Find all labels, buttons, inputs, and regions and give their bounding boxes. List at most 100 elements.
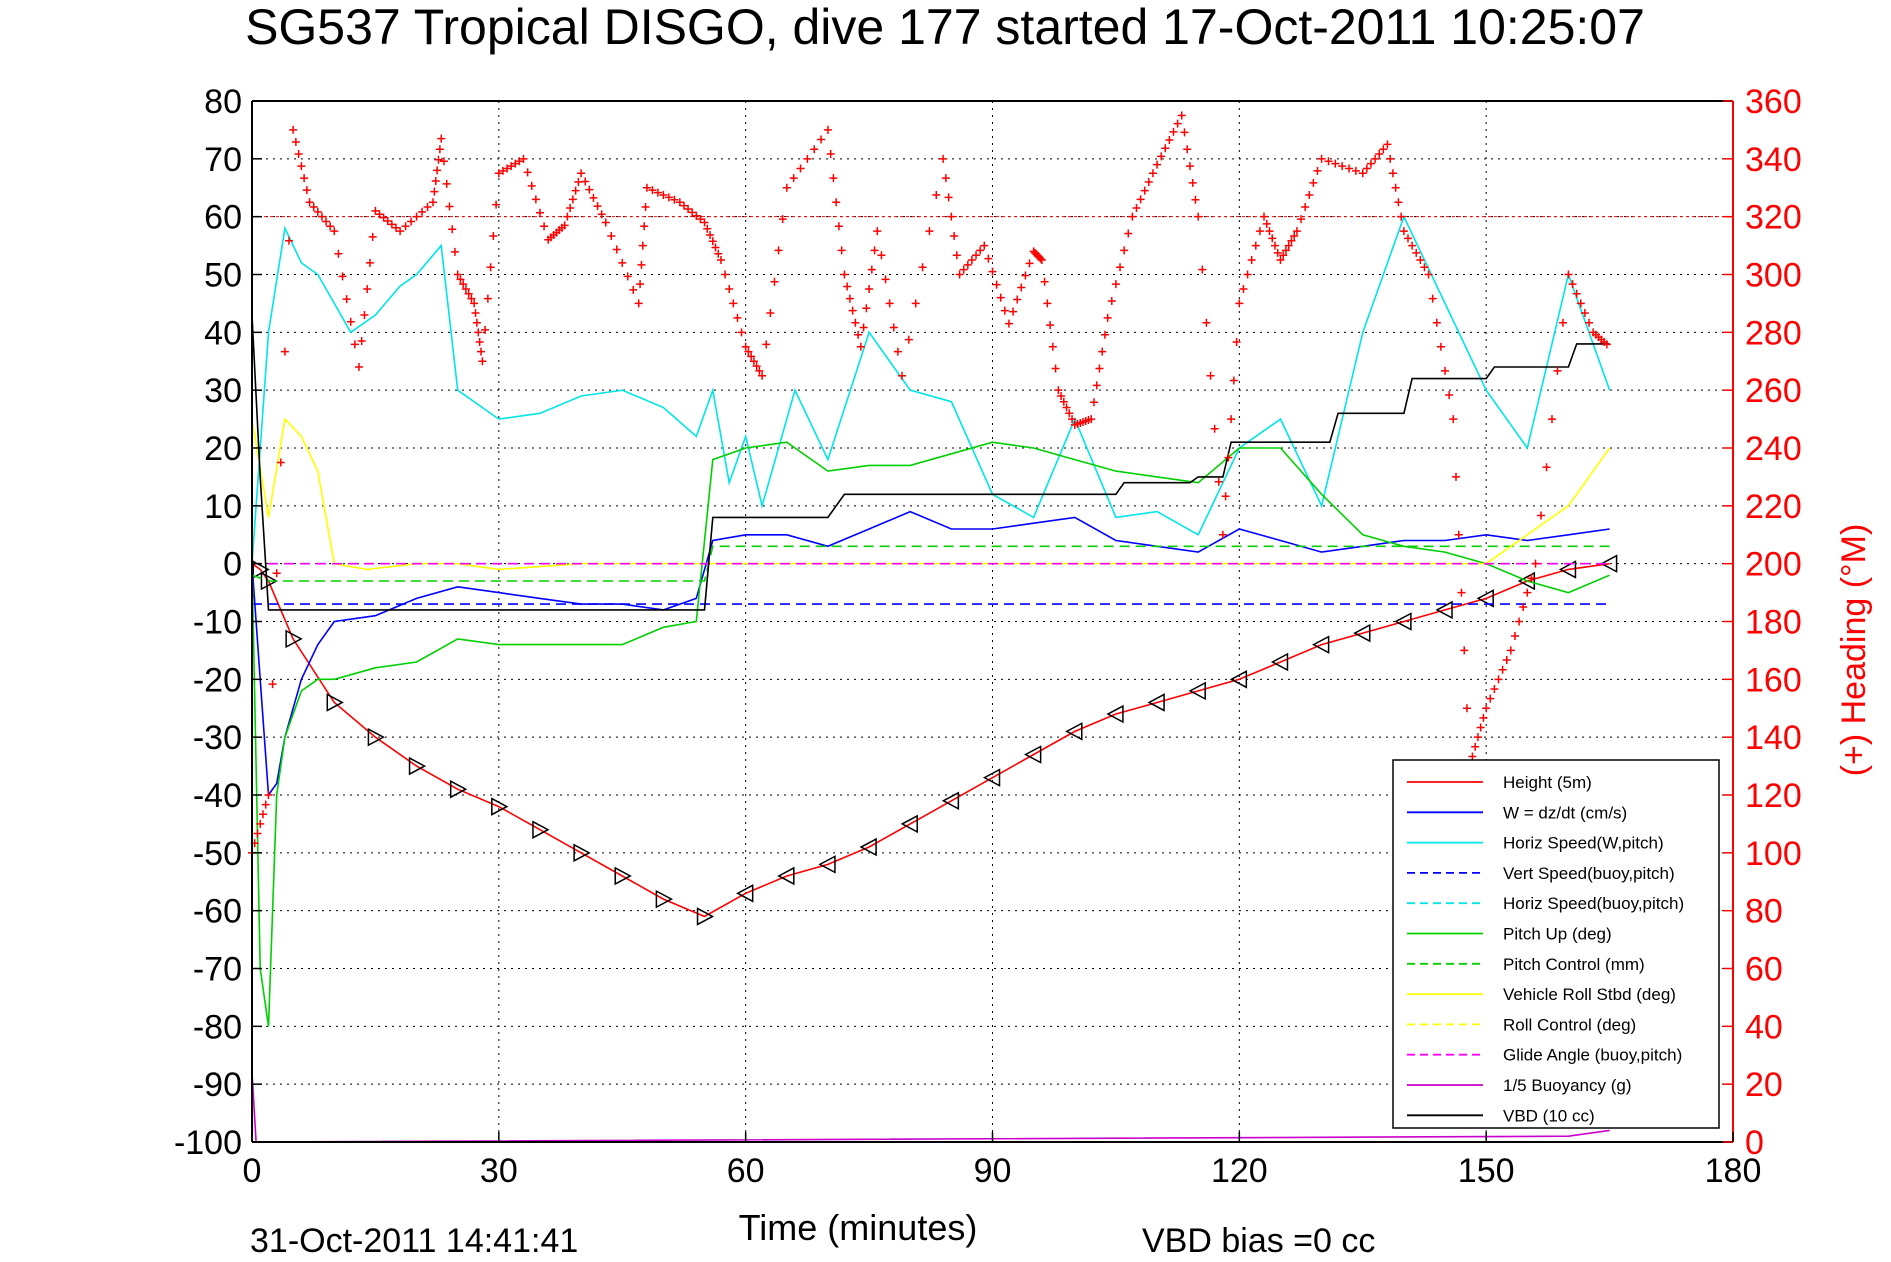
heading-point [305, 198, 314, 207]
heading-point [653, 188, 662, 197]
heading-point [481, 325, 490, 334]
heading-point [1371, 154, 1380, 163]
heading-point [1441, 366, 1450, 375]
legend-item: Vert Speed(buoy,pitch) [1407, 864, 1675, 883]
heading-point [1169, 127, 1178, 136]
heading-point [346, 317, 355, 326]
heading-point [976, 246, 985, 255]
y2-tick-label: 300 [1745, 257, 1802, 295]
heading-point [1309, 178, 1318, 187]
heading-point [770, 277, 779, 286]
heading-point [1523, 588, 1532, 597]
heading-point [941, 174, 950, 183]
heading-point [1092, 381, 1101, 390]
heading-point [593, 202, 602, 211]
heading-point [1239, 284, 1248, 293]
legend-item: Horiz Speed(buoy,pitch) [1407, 894, 1684, 913]
height-marker [367, 727, 386, 747]
height-marker [573, 843, 591, 863]
heading-point [1009, 307, 1018, 316]
heading-point [832, 198, 841, 207]
heading-point [507, 162, 516, 171]
heading-point [1191, 195, 1200, 204]
heading-point [1144, 177, 1153, 186]
y2-tick-label: 360 [1745, 83, 1802, 121]
heading-point [1502, 656, 1511, 665]
heading-point [826, 150, 835, 159]
heading-point [503, 164, 512, 173]
heading-point [401, 222, 410, 231]
heading-point [1214, 477, 1223, 486]
y-tick-label: -70 [193, 951, 242, 989]
heading-point [944, 193, 953, 202]
heading-point [1065, 409, 1074, 418]
heading-point [873, 227, 882, 236]
heading-point [1140, 186, 1149, 195]
height-marker [1394, 612, 1412, 631]
heading-point [1235, 299, 1244, 308]
heading-point [638, 241, 647, 250]
series-line [251, 1072, 1610, 1143]
y-tick-label: 20 [204, 430, 242, 468]
heading-point [1388, 169, 1397, 178]
heading-point [268, 680, 277, 689]
heading-point [696, 215, 705, 224]
heading-point [1527, 574, 1536, 583]
heading-point [1486, 694, 1495, 703]
height-marker [1024, 745, 1042, 764]
heading-point [703, 224, 712, 233]
heading-point [684, 204, 693, 213]
heading-point [711, 243, 720, 252]
heading-point [950, 231, 959, 240]
legend: Height (5m) W = dz/dt (cm/s) Horiz Speed(W… [1392, 759, 1720, 1129]
heading-point [829, 174, 838, 183]
heading-point [843, 282, 852, 291]
height-marker [1312, 635, 1330, 654]
y-tick-label: -20 [193, 661, 242, 699]
heading-point [1324, 157, 1333, 166]
legend-item: Pitch Up (deg) [1407, 925, 1612, 944]
heading-point [471, 309, 480, 318]
heading-point [856, 342, 865, 351]
heading-point [782, 183, 791, 192]
heading-point [1161, 144, 1170, 153]
y2-tick-label: 20 [1745, 1066, 1783, 1104]
x-tick-label: 180 [1705, 1152, 1762, 1190]
heading-point [988, 267, 997, 276]
heading-point [1542, 463, 1551, 472]
x-tick-label: 30 [480, 1152, 518, 1190]
heading-point [256, 819, 265, 828]
legend-label: 1/5 Buoyancy (g) [1503, 1076, 1632, 1095]
heading-point [648, 186, 657, 195]
heading-point [925, 227, 934, 236]
heading-point [1136, 195, 1145, 204]
height-marker [449, 779, 468, 799]
heading-point [1460, 646, 1469, 655]
height-marker [408, 756, 427, 776]
y-tick-label: 10 [204, 488, 242, 526]
heading-point [774, 246, 783, 255]
x-tick-label: 0 [243, 1152, 262, 1190]
heading-point [803, 154, 812, 163]
heading-point [326, 222, 335, 231]
height-marker [1229, 670, 1248, 689]
heading-point [1287, 236, 1296, 245]
heading-point [918, 263, 927, 272]
heading-point [1232, 337, 1241, 346]
heading-point [1185, 162, 1194, 171]
heading-point [350, 340, 359, 349]
legend-label: Pitch Control (mm) [1503, 955, 1645, 974]
legend-item: Roll Control (deg) [1407, 1015, 1636, 1034]
heading-point [1479, 713, 1488, 722]
heading-point [433, 166, 442, 175]
y2-tick-label: 140 [1745, 719, 1802, 757]
heading-point [1036, 254, 1045, 263]
heading-point [574, 177, 583, 186]
heading-point [568, 195, 577, 204]
heading-point [1471, 742, 1480, 751]
y2-tick-label: 60 [1745, 951, 1783, 989]
heading-point [483, 294, 492, 303]
heading-point [429, 198, 438, 207]
chart-title: SG537 Tropical DISGO, dive 177 started 1… [245, 0, 1645, 55]
